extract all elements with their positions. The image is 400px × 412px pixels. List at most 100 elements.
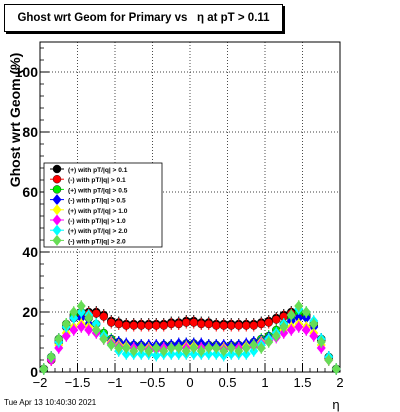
- data-point: [309, 318, 319, 330]
- legend-label: (-) with pT/|q| > 1.0: [68, 218, 126, 225]
- data-point: [76, 321, 86, 333]
- legend-entry: (-) with pT/|q| > 0.5: [50, 194, 126, 206]
- x-axis-label: η: [332, 397, 339, 412]
- legend-entry: (+) with pT/|q| > 1.0: [50, 204, 128, 216]
- data-point: [61, 318, 71, 330]
- data-point: [76, 300, 86, 312]
- legend-label: (-) with pT/|q| > 0.1: [68, 177, 126, 184]
- data-point: [99, 312, 108, 321]
- data-point: [151, 342, 161, 354]
- y-tick-label: 80: [22, 124, 38, 140]
- data-point: [114, 319, 123, 329]
- legend-label: (-) with pT/|q| > 0.5: [68, 198, 126, 205]
- data-point: [204, 342, 214, 354]
- y-tick-label: 20: [22, 304, 38, 320]
- data-point: [167, 319, 176, 329]
- data-point: [107, 318, 116, 327]
- data-point: [309, 330, 319, 342]
- data-point: [249, 321, 258, 330]
- data-point: [234, 345, 244, 357]
- legend: (+) with pT/|q| > 0.1 (-) with pT/|q| > 0…: [43, 162, 163, 248]
- data-point: [301, 306, 311, 318]
- data-point: [61, 330, 71, 342]
- data-point: [219, 345, 229, 357]
- data-point: [174, 319, 183, 329]
- y-tick-label: 100: [15, 64, 39, 80]
- data-point: [129, 345, 139, 357]
- x-tick-label: −2: [33, 375, 48, 390]
- data-point: [189, 342, 199, 354]
- legend-label: (+) with pT/|q| > 0.1: [68, 167, 128, 174]
- data-point: [279, 321, 289, 333]
- x-tick-label: −0.5: [140, 375, 166, 390]
- data-point: [264, 336, 274, 348]
- legend-label: (+) with pT/|q| > 0.5: [68, 187, 128, 194]
- data-point: [99, 333, 109, 345]
- data-point: [324, 354, 334, 366]
- data-point: [212, 321, 221, 330]
- data-point: [286, 309, 296, 321]
- y-tick-label: 60: [22, 184, 38, 200]
- data-point: [159, 321, 168, 330]
- data-point: [106, 339, 116, 351]
- data-point: [219, 321, 228, 330]
- data-point: [129, 321, 138, 330]
- data-point: [226, 342, 236, 354]
- data-point: [54, 333, 64, 345]
- x-tick-label: 1.5: [293, 375, 311, 390]
- data-point: [91, 324, 101, 336]
- legend-entry: (+) with pT/|q| > 2.0: [50, 224, 128, 236]
- legend-marker: [52, 224, 62, 236]
- data-point: [204, 319, 213, 329]
- legend-marker: [52, 174, 62, 184]
- data-point: [69, 306, 79, 318]
- legend-entry: (-) with pT/|q| > 1.0: [50, 214, 126, 226]
- legend-marker: [52, 214, 62, 226]
- data-point: [159, 345, 169, 357]
- legend-marker: [52, 194, 62, 206]
- data-point: [136, 342, 146, 354]
- data-point: [144, 321, 153, 330]
- data-point: [241, 342, 251, 354]
- x-tick-label: 1: [261, 375, 268, 390]
- legend-label: (+) with pT/|q| > 1.0: [68, 208, 128, 215]
- data-point: [174, 342, 184, 354]
- x-tick-label: 2: [336, 375, 343, 390]
- legend-marker: [52, 164, 62, 174]
- data-point: [144, 345, 154, 357]
- data-point: [84, 312, 94, 324]
- data-point: [121, 342, 131, 354]
- data-point: [69, 324, 79, 336]
- data-point: [197, 319, 206, 329]
- data-point: [294, 321, 304, 333]
- x-tick-label: −1: [108, 375, 123, 390]
- x-tick-label: 0: [186, 375, 193, 390]
- data-point: [46, 351, 56, 363]
- legend-marker: [52, 185, 62, 194]
- data-point: [152, 321, 161, 330]
- timestamp-footer: Tue Apr 13 10:40:30 2021: [4, 398, 97, 407]
- data-point: [234, 321, 243, 330]
- data-point: [271, 330, 281, 342]
- series-8: [39, 300, 341, 375]
- data-point: [316, 336, 326, 348]
- data-point: [166, 342, 176, 354]
- data-point: [257, 319, 266, 329]
- data-point: [181, 345, 191, 357]
- data-point: [182, 318, 191, 327]
- data-point: [196, 345, 206, 357]
- legend-entry: (+) with pT/|q| > 0.1: [50, 164, 128, 174]
- data-point: [151, 350, 161, 361]
- legend-label: (-) with pT/|q| > 2.0: [68, 238, 126, 245]
- legend-entry: (-) with pT/|q| > 2.0: [50, 234, 126, 246]
- y-axis-label: Ghost wrt Geom (%): [7, 53, 23, 188]
- legend-box: [43, 162, 163, 248]
- data-point: [114, 342, 124, 354]
- data-point: [84, 324, 94, 336]
- data-point: [92, 309, 101, 318]
- legend-entry: (-) with pT/|q| > 0.1: [50, 174, 126, 184]
- series-layer: [39, 300, 341, 375]
- chart-title: Ghost wrt Geom for Primary vs η at pT > …: [4, 4, 283, 32]
